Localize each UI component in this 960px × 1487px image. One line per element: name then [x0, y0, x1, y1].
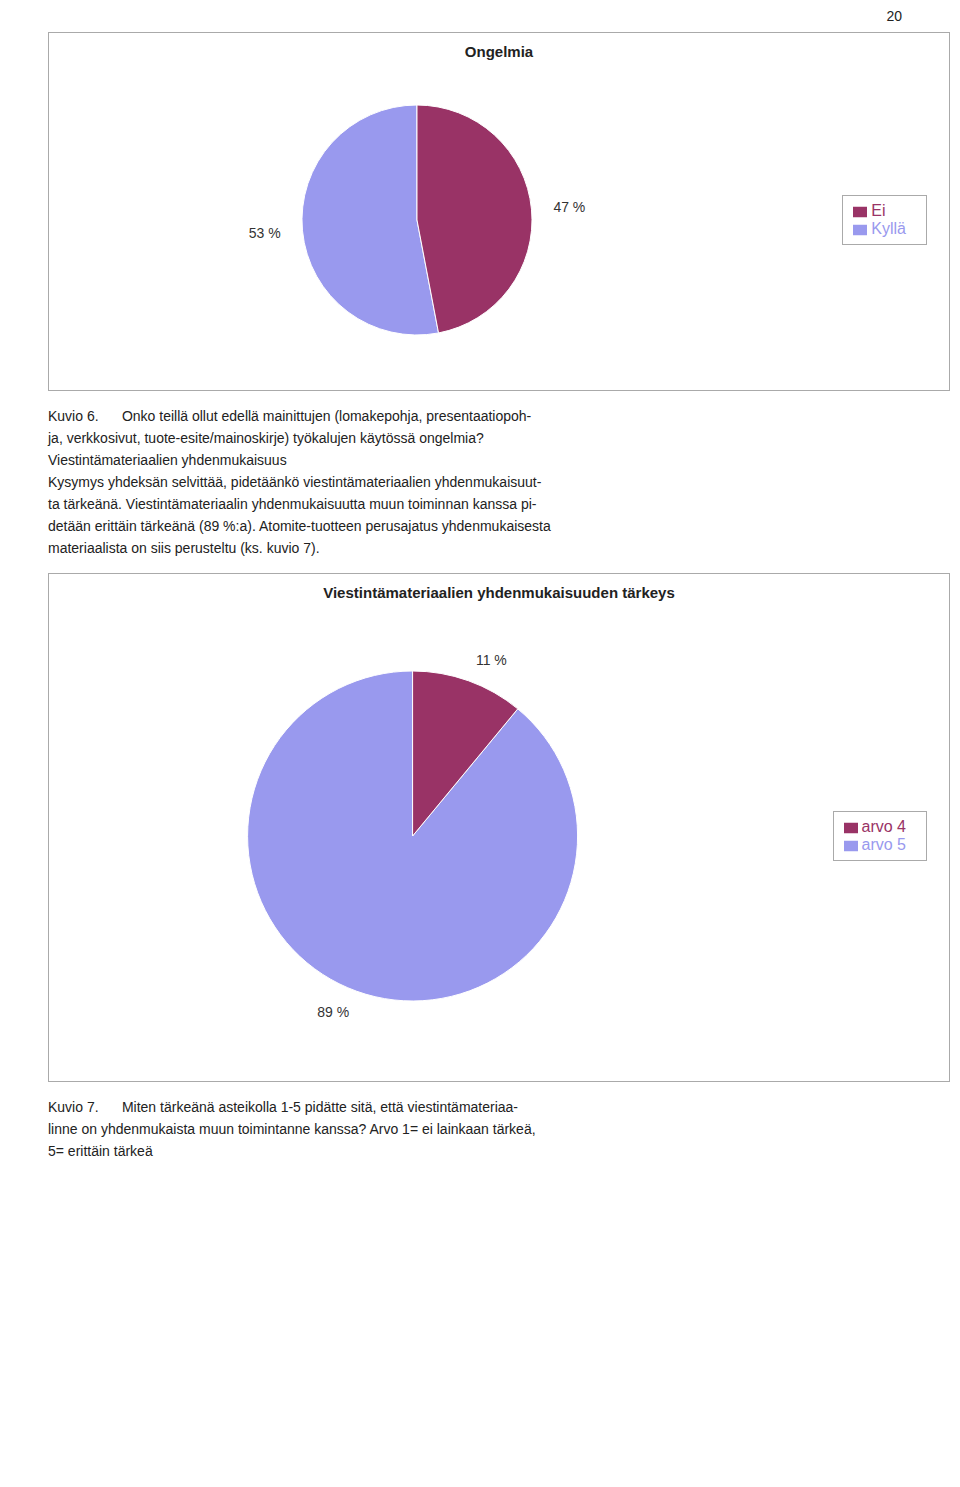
- html-text:Kyllä: Kyllä: [871, 220, 906, 237]
- html-text:Viestintämateriaalien yhdenmuk: Viestintämateriaalien yhdenmukaisuuden t…: [323, 584, 675, 601]
- html-text:detään erittäin tärkeänä (89 %: detään erittäin tärkeänä (89 %:a). Atomi…: [48, 518, 551, 534]
- html-text:Ei: Ei: [871, 202, 886, 219]
- svg-text:53 %: 53 %: [249, 225, 281, 241]
- html-text:Ongelmia: Ongelmia: [464, 43, 534, 60]
- svg-text:11 %: 11 %: [476, 652, 507, 668]
- svg-text:47 %: 47 %: [553, 199, 585, 215]
- html-text:linne on yhdenmukaista muun to: linne on yhdenmukaista muun toimintanne …: [48, 1121, 536, 1137]
- html-text:20: 20: [886, 8, 902, 24]
- html-text:Kysymys yhdeksän selvittää, pi: Kysymys yhdeksän selvittää, pidetäänkö v…: [48, 474, 542, 490]
- html-text:materiaalista on siis perustel: materiaalista on siis perusteltu (ks. ku…: [48, 540, 320, 556]
- html-text:Viestintämateriaalien yhdenmuk: Viestintämateriaalien yhdenmukaisuus: [48, 452, 287, 468]
- html-text:arvo 4: arvo 4: [861, 818, 906, 835]
- svg-text:89 %: 89 %: [317, 1004, 349, 1020]
- html-text:ta tärkeänä. Viestintämateriaa: ta tärkeänä. Viestintämateriaalin yhdenm…: [48, 496, 537, 512]
- html-text:5= erittäin tärkeä: 5= erittäin tärkeä: [48, 1143, 153, 1159]
- html-text:arvo 5: arvo 5: [861, 836, 906, 853]
- html-text:ja, verkkosivut, tuote-esite/m: ja, verkkosivut, tuote-esite/mainoskirje…: [48, 430, 484, 446]
- html-text:Kuvio 6. Onko teillä ollut ede: Kuvio 6. Onko teillä ollut edellä mainit…: [48, 408, 532, 424]
- html-text:Kuvio 7. Miten tärkeänä asteik: Kuvio 7. Miten tärkeänä asteikolla 1-5 p…: [48, 1099, 518, 1115]
